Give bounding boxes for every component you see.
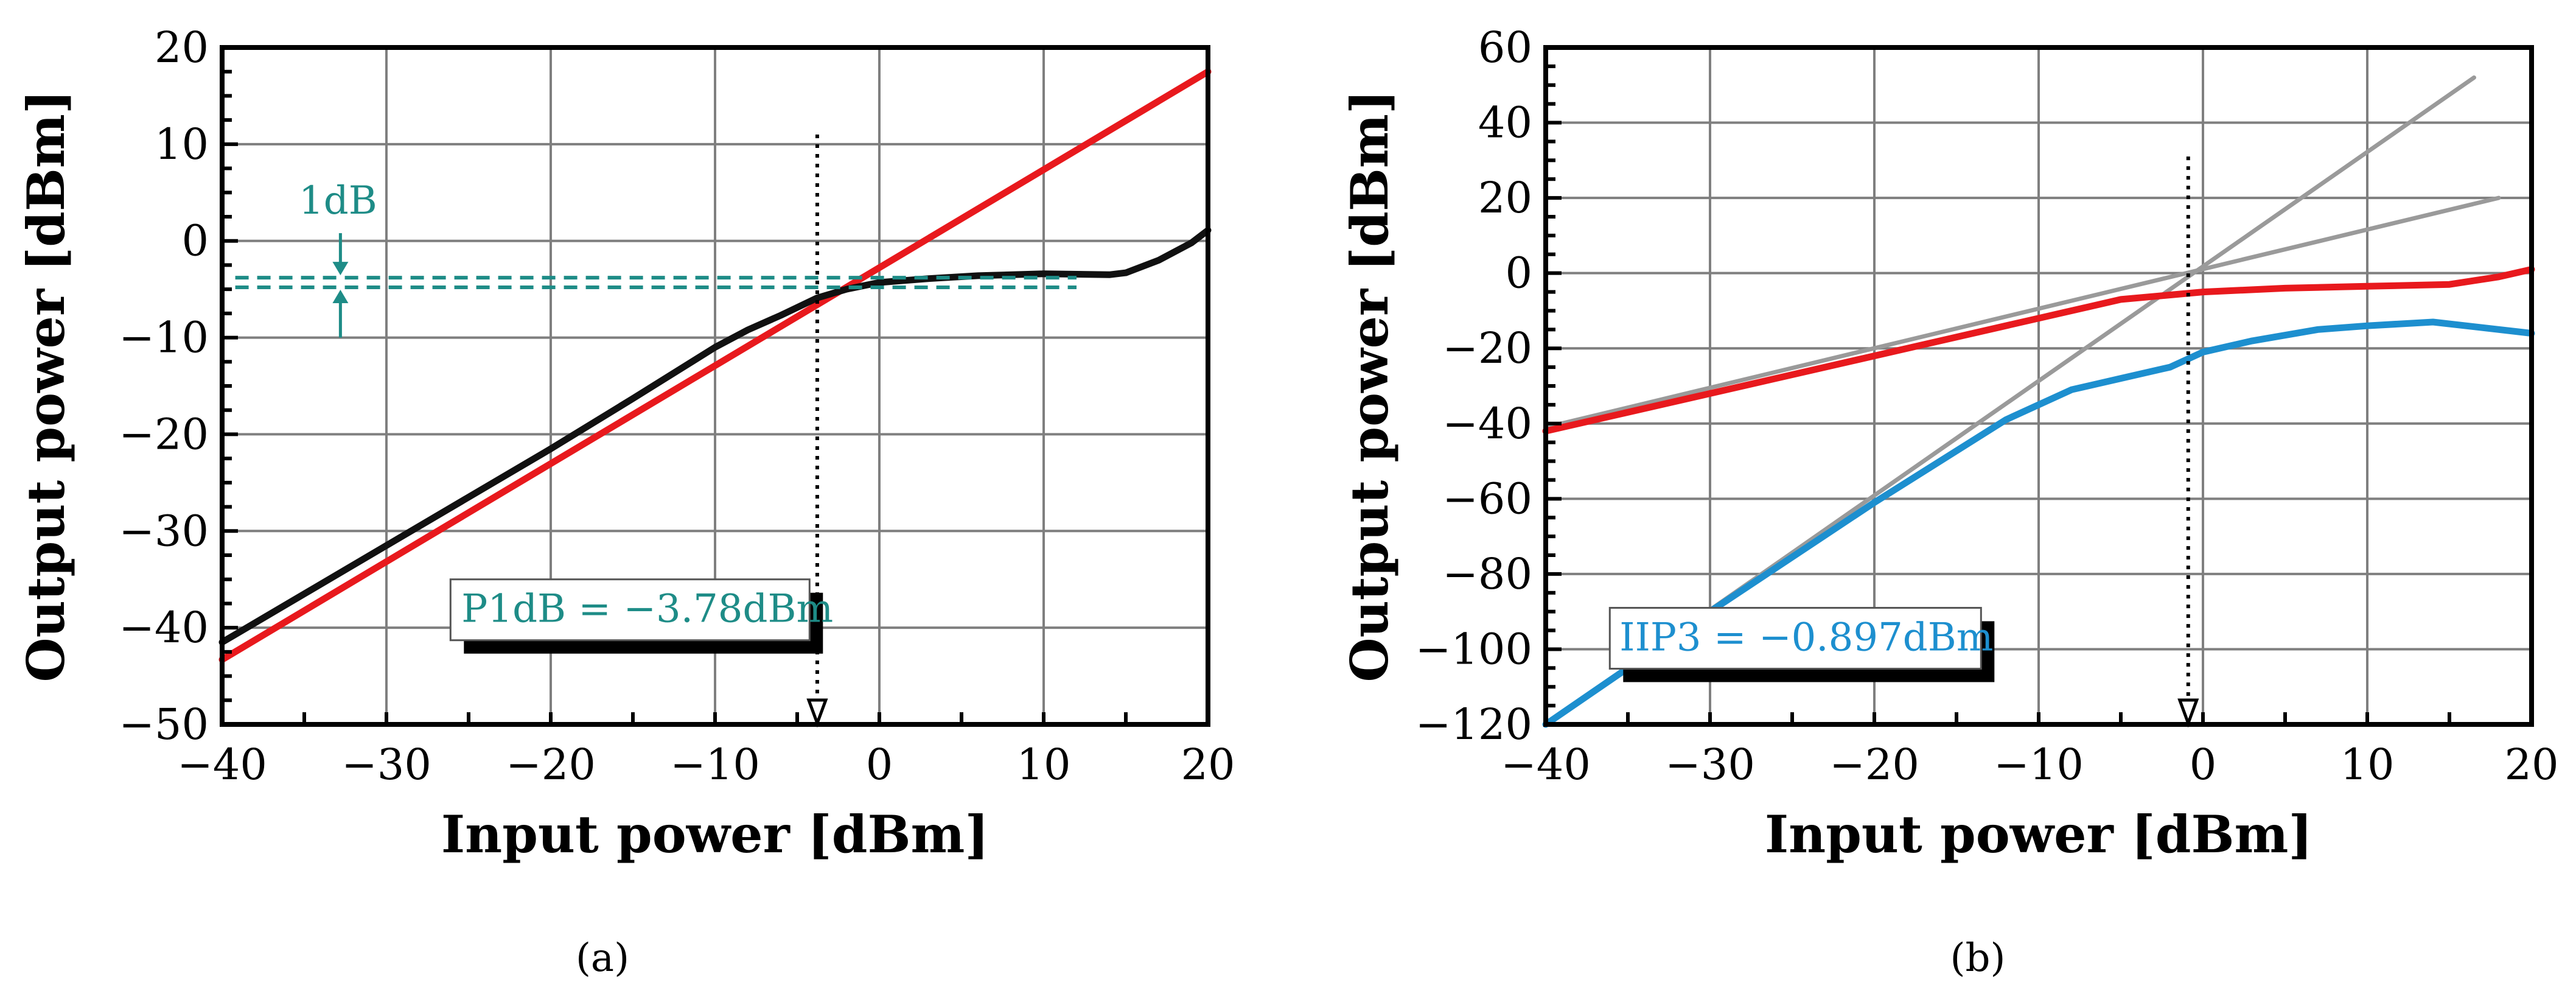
x-tick-label: −20	[1829, 740, 1919, 790]
y-tick-label: −60	[1442, 474, 1532, 524]
y-tick-label: 20	[155, 23, 209, 72]
arrow-head	[332, 262, 349, 276]
series-line	[1543, 195, 2501, 430]
one-db-label: 1dB	[299, 178, 377, 223]
tick-marks	[1544, 46, 2533, 726]
y-tick-label: −10	[119, 313, 209, 363]
x-tick-label: −40	[177, 740, 267, 790]
series-line	[218, 68, 1212, 664]
tick-marks	[220, 46, 1210, 726]
y-tick-label: −100	[1415, 624, 1532, 674]
x-tick-label: 20	[1181, 740, 1235, 790]
series-line	[218, 226, 1212, 646]
x-tick-label: −40	[1501, 740, 1591, 790]
y-tick-label: 20	[1478, 173, 1532, 223]
x-tick-labels: −40 −30 −20 −10 0 10 20	[1501, 740, 2558, 790]
y-tick-label: 40	[1478, 98, 1532, 148]
y-tick-label: −30	[119, 506, 209, 556]
annotation-layer: IIP3 = −0.897dBm	[1608, 156, 2199, 728]
x-tick-label: −30	[341, 740, 431, 790]
panel-label: (b)	[1950, 936, 2006, 981]
annotation-layer: 1dB P1dB = −3.78dBm	[235, 134, 1077, 728]
y-tick-label: −80	[1442, 549, 1532, 599]
y-tick-label: 10	[155, 119, 209, 169]
x-axis-title: Input power [dBm]	[441, 804, 989, 864]
x-tick-label: −10	[1994, 740, 2084, 790]
x-tick-label: −20	[506, 740, 596, 790]
arrow-down-icon	[806, 698, 828, 728]
x-tick-label: 0	[2190, 740, 2217, 790]
chart-panel-b: IIP3 = −0.897dBm −40 −30 −20 −10 0 10 20 −120−…	[1339, 23, 2559, 981]
x-tick-label: −30	[1665, 740, 1755, 790]
grid	[221, 46, 1209, 726]
y-tick-label: −120	[1415, 699, 1532, 749]
y-tick-label: −20	[1442, 323, 1532, 373]
arrow-down-icon	[2177, 698, 2199, 728]
p1db-callout-text: P1dB = −3.78dBm	[461, 587, 833, 632]
y-tick-label: 0	[181, 216, 209, 266]
x-tick-label: 20	[2504, 740, 2558, 790]
y-tick-label: 60	[1478, 23, 1532, 72]
y-tick-label: −40	[1442, 399, 1532, 449]
x-tick-labels: −40 −30 −20 −10 0 10 20	[177, 740, 1235, 790]
y-tick-label: −50	[119, 699, 209, 749]
panel-label: (a)	[576, 936, 629, 981]
iip3-callout-box	[1608, 606, 1982, 670]
x-axis-title: Input power [dBm]	[1765, 804, 2312, 864]
p1db-callout-box	[449, 578, 811, 642]
arrow-head	[332, 289, 349, 303]
series-layer	[218, 68, 1212, 664]
series-line	[1542, 318, 2535, 728]
y-axis-title: Output power [dBm]	[16, 89, 76, 682]
y-tick-label: 0	[1505, 248, 1532, 298]
chart-panel-a: 1dB P1dB = −3.78dBm −40 −30 −20 −10 0 10 20 −50…	[16, 23, 1235, 981]
y-axis-title: Output power [dBm]	[1339, 89, 1400, 682]
x-tick-label: 10	[1016, 740, 1070, 790]
x-tick-label: 10	[2340, 740, 2394, 790]
y-tick-label: −40	[119, 603, 209, 653]
iip3-callout-text: IIP3 = −0.897dBm	[1619, 615, 1993, 660]
series-line	[1542, 266, 2535, 435]
x-tick-label: −10	[670, 740, 760, 790]
y-tick-labels: −120 −100 −80 −60 −40 −20 0 20 40 60	[1415, 23, 1532, 749]
x-tick-label: 0	[866, 740, 893, 790]
y-tick-label: −20	[119, 409, 209, 459]
y-tick-labels: −50 −40 −30 −20 −10 0 10 20	[119, 23, 209, 749]
